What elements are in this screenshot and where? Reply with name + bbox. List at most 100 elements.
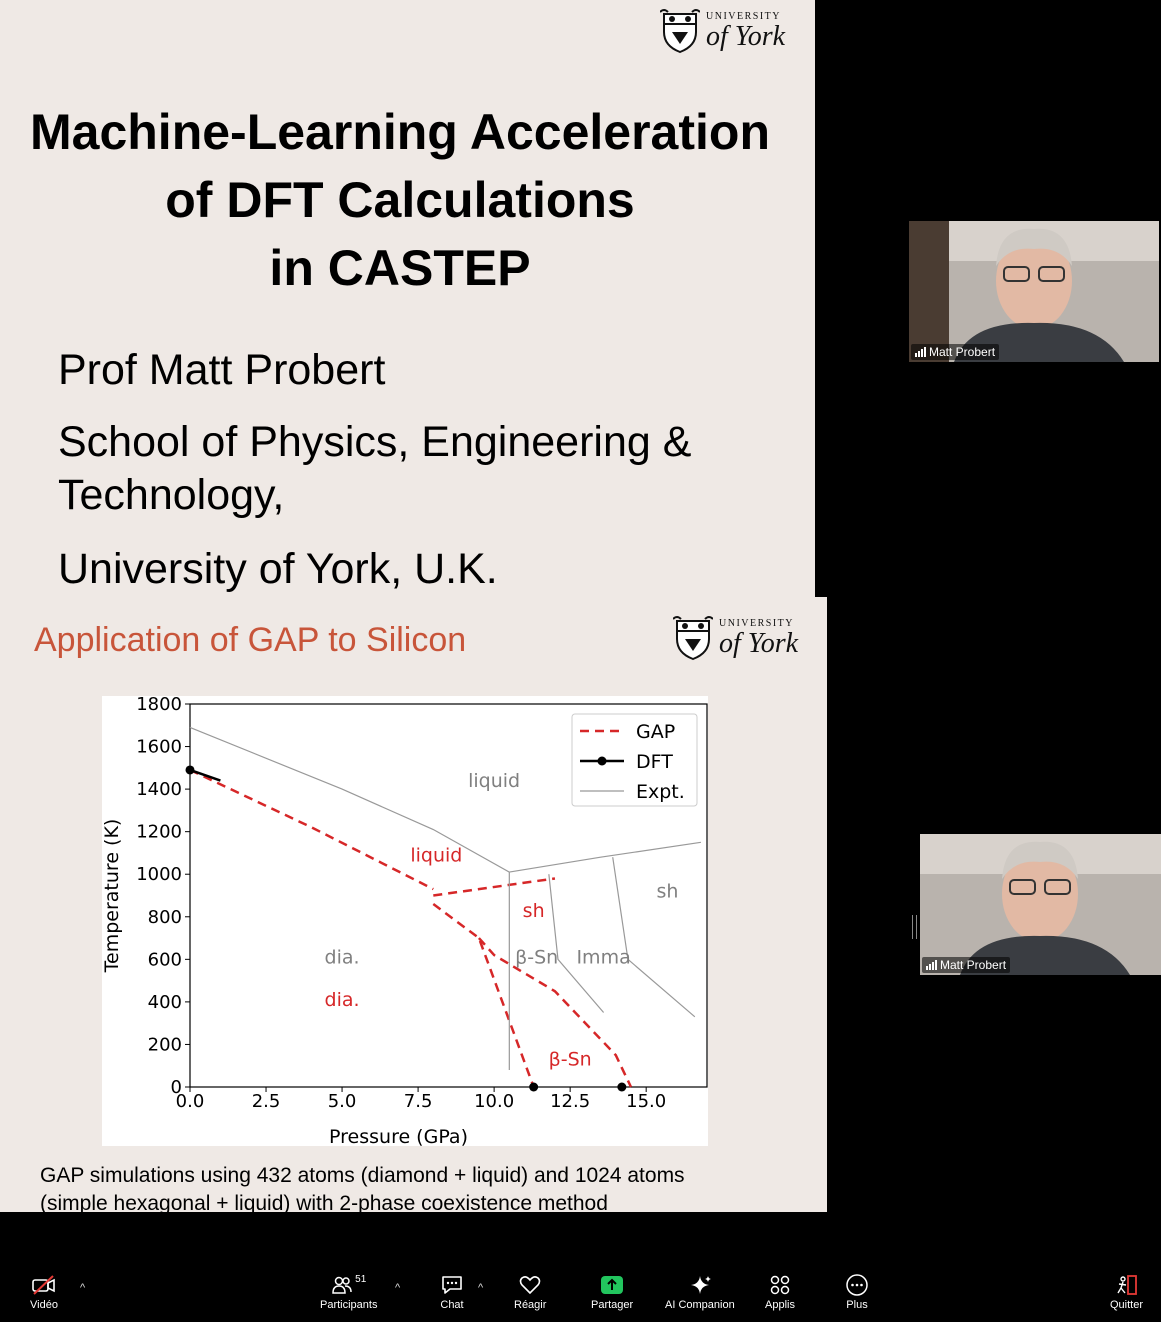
more-button[interactable]: Plus	[845, 1274, 869, 1311]
phase-label: β-Sn	[515, 947, 558, 969]
participant-name: Matt Probert	[940, 958, 1007, 972]
participants-icon	[332, 1276, 352, 1294]
participant-video-tile[interactable]: Matt Probert	[909, 221, 1159, 362]
series-line-gap	[189, 768, 434, 891]
webcam-image	[920, 834, 1161, 975]
y-tick-label: 800	[148, 907, 182, 928]
dft-point	[185, 765, 195, 775]
y-tick-label: 1800	[136, 696, 182, 715]
dft-point	[529, 1082, 539, 1092]
title-line-3: in CASTEP	[269, 240, 531, 296]
y-tick-label: 600	[148, 949, 182, 970]
chat-icon	[442, 1276, 462, 1294]
participant-name-label: Matt Probert	[922, 957, 1011, 973]
phase-diagram-chart: 0.0 2.5 5.0 7.5 10.0 12.5 15.0 0 200 400 600 800 100…	[101, 694, 708, 1148]
phase-label: β-Sn	[549, 1049, 592, 1071]
video-options-caret[interactable]: ^	[80, 1282, 86, 1294]
leave-label: Quitter	[1110, 1299, 1144, 1311]
crest-icon	[673, 616, 713, 661]
department-line-1: School of Physics, Engineering &	[58, 418, 692, 466]
title-line-2: of DFT Calculations	[165, 172, 635, 228]
legend-label: Expt.	[636, 781, 685, 803]
department-line-2: Technology,	[58, 471, 285, 519]
series-line-expt	[189, 726, 510, 873]
signal-icon	[926, 960, 937, 970]
phase-label: sh	[656, 881, 678, 903]
content-slide: Application of GAP to Silicon UNIVERSITY…	[0, 597, 827, 1212]
author-name: Prof Matt Probert	[58, 346, 386, 394]
series-line-expt	[548, 874, 605, 1013]
ai-companion-label: AI Companion	[665, 1299, 735, 1311]
panel-resize-handle[interactable]	[912, 915, 917, 939]
more-label: Plus	[846, 1299, 868, 1311]
x-tick-label: 10.0	[474, 1091, 514, 1112]
crest-icon	[660, 9, 700, 54]
participants-options-caret[interactable]: ^	[395, 1282, 401, 1294]
series-line-gap	[433, 877, 556, 897]
participants-label: Participants	[320, 1299, 378, 1311]
phase-label: liquid	[468, 770, 520, 792]
heart-icon	[519, 1276, 541, 1295]
video-off-icon	[32, 1275, 55, 1295]
chat-options-caret[interactable]: ^	[478, 1282, 484, 1294]
apps-icon	[770, 1275, 790, 1295]
y-tick-label: 400	[148, 992, 182, 1013]
video-button[interactable]: Vidéo	[30, 1274, 58, 1311]
participants-button[interactable]: 51 Participants	[320, 1274, 377, 1311]
caption-line-2: (simple hexagonal + liquid) with 2-phase…	[40, 1192, 608, 1212]
y-tick-label: 200	[148, 1034, 182, 1055]
chat-button[interactable]: Chat	[440, 1274, 464, 1311]
series-line-gap	[477, 937, 633, 1088]
apps-label: Applis	[765, 1299, 795, 1311]
x-tick-label: 12.5	[550, 1091, 590, 1112]
x-tick-label: 7.5	[404, 1091, 433, 1112]
institution: University of York, U.K.	[58, 545, 498, 593]
phase-label: Imma	[576, 947, 630, 969]
x-tick-label: 15.0	[626, 1091, 666, 1112]
more-icon	[846, 1274, 868, 1296]
video-label: Vidéo	[30, 1299, 58, 1311]
y-tick-label: 0	[171, 1077, 182, 1098]
react-label: Réagir	[514, 1299, 547, 1311]
phase-label: sh	[523, 900, 545, 922]
react-button[interactable]: Réagir	[514, 1274, 546, 1311]
slide-title: Machine-Learning Acceleration of DFT Cal…	[0, 98, 800, 302]
participant-name-label: Matt Probert	[911, 344, 1000, 360]
title-slide: UNIVERSITY of York Machine-Learning Acce…	[0, 0, 815, 597]
phase-label: dia.	[325, 947, 360, 969]
share-button[interactable]: Partager	[591, 1274, 633, 1311]
x-axis-label: Pressure (GPa)	[329, 1126, 468, 1146]
logo-university-text: UNIVERSITY	[706, 10, 781, 22]
caption-line-1: GAP simulations using 432 atoms (diamond…	[40, 1164, 685, 1187]
x-tick-label: 2.5	[252, 1091, 281, 1112]
participant-name: Matt Probert	[929, 345, 996, 359]
title-line-1: Machine-Learning Acceleration	[30, 104, 770, 160]
apps-button[interactable]: Applis	[765, 1274, 795, 1311]
legend-label: DFT	[636, 751, 673, 773]
x-tick-label: 0.0	[176, 1091, 205, 1112]
logo-university-text: UNIVERSITY	[719, 617, 794, 629]
legend-label: GAP	[636, 721, 675, 743]
share-label: Partager	[591, 1299, 634, 1311]
university-logo: UNIVERSITY of York	[673, 615, 798, 661]
slide-title: Application of GAP to Silicon	[34, 621, 467, 659]
participant-video-tile[interactable]: Matt Probert	[920, 834, 1161, 975]
leave-icon	[1116, 1275, 1137, 1295]
leave-button[interactable]: Quitter	[1110, 1274, 1143, 1311]
dft-point	[617, 1082, 627, 1092]
y-tick-label: 1400	[136, 779, 182, 800]
series-line-expt	[612, 857, 696, 1018]
share-screen-icon	[601, 1276, 624, 1294]
webcam-image	[909, 221, 1159, 362]
phase-label: dia.	[325, 989, 360, 1011]
y-tick-label: 1000	[136, 864, 182, 885]
ai-companion-button[interactable]: AI Companion	[665, 1274, 735, 1311]
signal-icon	[915, 347, 926, 357]
series-line-dft	[189, 768, 221, 782]
y-tick-label: 1200	[136, 822, 182, 843]
phase-label: liquid	[410, 844, 462, 866]
participants-count: 51	[355, 1274, 367, 1285]
university-logo: UNIVERSITY of York	[660, 8, 785, 54]
legend-marker	[597, 756, 607, 766]
logo-york-text: of York	[706, 20, 786, 52]
